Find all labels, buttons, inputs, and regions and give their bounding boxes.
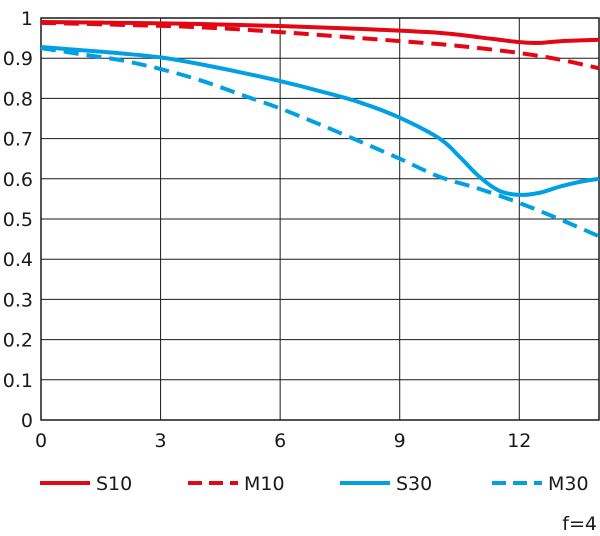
y-tick-label: 0.4 bbox=[3, 249, 33, 271]
x-tick-label: 3 bbox=[155, 430, 167, 452]
y-tick-label: 0 bbox=[21, 410, 33, 432]
series-lines bbox=[40, 20, 600, 239]
y-tick-label: 0.2 bbox=[3, 330, 33, 352]
plot-frame bbox=[40, 17, 600, 421]
y-tick-label: 0.1 bbox=[3, 370, 33, 392]
legend-label-s30: S30 bbox=[396, 473, 432, 495]
x-tick-label: 6 bbox=[274, 430, 286, 452]
series-line-m30 bbox=[40, 46, 600, 239]
series-line-s10 bbox=[40, 20, 600, 45]
legend-label-s10: S10 bbox=[96, 473, 132, 495]
legend: S10 M10 S30 M30 bbox=[40, 473, 589, 495]
y-tick-labels: 0 0.1 0.2 0.3 0.4 0.5 0.6 0.7 0.8 0.9 1 bbox=[3, 8, 33, 432]
x-tick-labels: 0 3 6 9 12 bbox=[35, 430, 531, 452]
y-tick-label: 0.8 bbox=[3, 88, 33, 110]
series-line-m10 bbox=[40, 20, 600, 71]
aperture-note: f=4 bbox=[562, 513, 597, 535]
x-tick-label: 12 bbox=[507, 430, 531, 452]
grid-lines bbox=[40, 17, 599, 421]
x-tick-label: 9 bbox=[394, 430, 406, 452]
legend-label-m10: M10 bbox=[244, 473, 285, 495]
y-tick-label: 0.3 bbox=[3, 289, 33, 311]
y-tick-label: 1 bbox=[21, 8, 33, 30]
y-tick-label: 0.9 bbox=[3, 48, 33, 70]
legend-label-m30: M30 bbox=[548, 473, 589, 495]
series-line-s30 bbox=[40, 44, 600, 197]
y-tick-label: 0.6 bbox=[3, 169, 33, 191]
y-tick-label: 0.5 bbox=[3, 209, 33, 231]
y-tick-label: 0.7 bbox=[3, 129, 33, 151]
x-tick-label: 0 bbox=[35, 430, 47, 452]
